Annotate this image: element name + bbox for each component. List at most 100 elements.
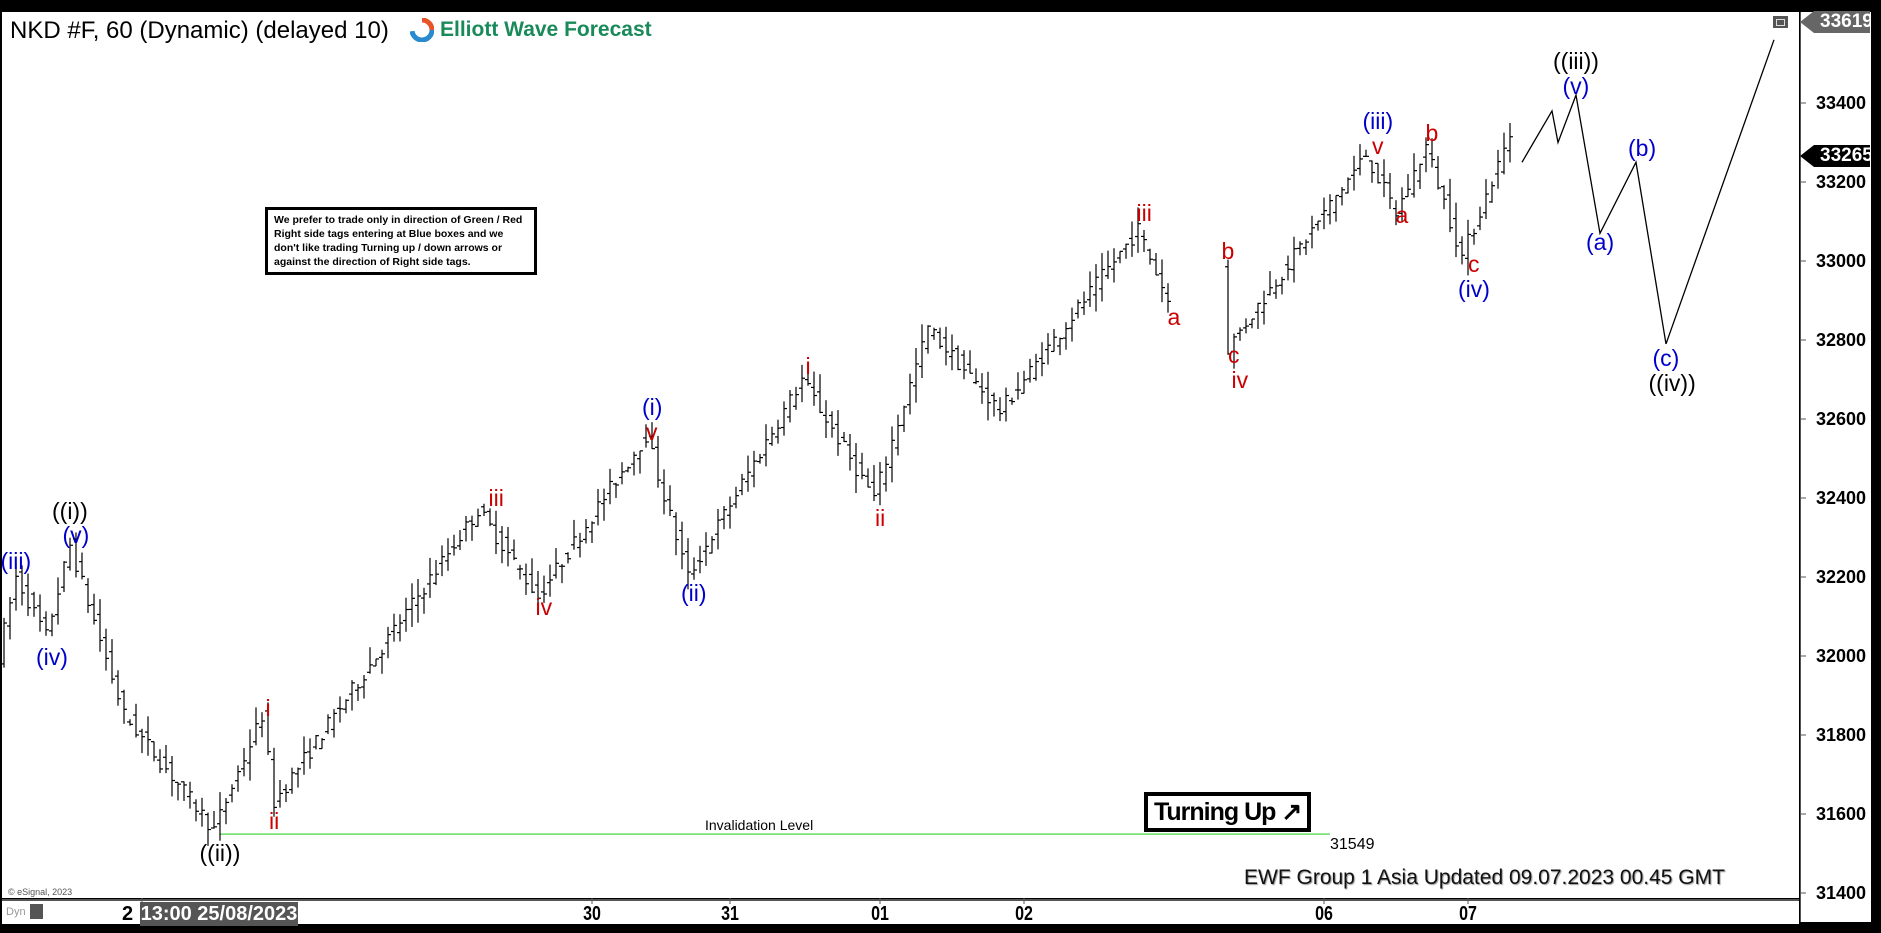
price-bar (625, 466, 631, 473)
price-bar (505, 526, 511, 567)
price-bar (403, 597, 409, 632)
restore-window-icon[interactable] (1773, 16, 1788, 28)
price-bar (565, 552, 571, 564)
price-bar (337, 696, 343, 723)
price-bar (445, 538, 451, 571)
price-bar (1033, 353, 1039, 381)
price-bar (769, 426, 775, 446)
price-bar (583, 519, 589, 544)
price-bar (523, 563, 529, 595)
price-bar (1309, 215, 1315, 249)
price-bar (1051, 328, 1057, 353)
price-bar (1357, 144, 1363, 176)
price-bar (247, 729, 253, 781)
price-bar (745, 455, 751, 492)
time-axis[interactable] (2, 899, 1799, 924)
price-bar (1333, 194, 1339, 222)
price-bar (1027, 358, 1033, 383)
price-bar (1363, 149, 1369, 157)
price-bar (1237, 327, 1243, 341)
price-bar (1111, 248, 1117, 283)
cursor-date-label: 13:00 25/08/2023 (140, 902, 298, 926)
wave-label: (v) (1562, 72, 1590, 99)
price-bar (1147, 248, 1153, 265)
price-bar (517, 564, 523, 580)
price-bar (349, 680, 355, 711)
price-bar (25, 573, 31, 617)
price-bar (1153, 252, 1159, 276)
wave-label: i (265, 694, 271, 721)
price-bar (175, 781, 181, 801)
x-tick-label: 30 (583, 903, 601, 925)
price-bar (205, 812, 211, 846)
price-bar (481, 503, 487, 517)
price-bar (709, 536, 715, 554)
price-bar (955, 345, 961, 371)
price-bar (763, 424, 769, 467)
wave-label: iii (488, 484, 504, 511)
price-bar (787, 390, 793, 423)
wave-label: (b) (1628, 135, 1657, 162)
price-bar (217, 792, 223, 841)
price-bar (781, 401, 787, 436)
price-bar (1165, 283, 1171, 313)
price-bar (673, 512, 679, 556)
price-bar (895, 414, 901, 456)
price-bar (613, 482, 619, 498)
price-bar (1, 617, 7, 668)
price-bar (499, 526, 505, 564)
wave-label: iv (535, 594, 553, 621)
price-bar (133, 703, 139, 738)
price-bar (1249, 318, 1255, 329)
wave-label: iii (1136, 200, 1152, 227)
price-bar (1327, 194, 1333, 225)
dyn-toggle-icon[interactable] (30, 904, 43, 919)
price-bar (1261, 290, 1267, 325)
price-bar (265, 702, 271, 755)
price-bar (931, 327, 937, 340)
price-bar (253, 707, 259, 746)
price-bar (829, 411, 835, 438)
wave-label: ii (269, 807, 280, 834)
price-bar (1159, 259, 1165, 303)
price-bar (853, 443, 859, 493)
y-tick-label: 32800 (1816, 330, 1867, 350)
price-bar (1267, 271, 1273, 296)
price-bar (277, 779, 283, 808)
price-bar (649, 422, 655, 450)
y-tick-label: 32600 (1816, 409, 1867, 429)
price-bar (319, 738, 325, 750)
chart-area[interactable] (2, 12, 1799, 898)
price-bar (937, 327, 943, 349)
price-bar (487, 508, 493, 527)
price-bar (739, 473, 745, 496)
price-bar (919, 324, 925, 379)
wave-label: c (1468, 251, 1480, 278)
wave-label: a (1167, 303, 1181, 330)
price-bar (307, 738, 313, 769)
wave-label: (ii) (681, 580, 707, 607)
price-bar (121, 689, 127, 724)
brand-name: Elliott Wave Forecast (440, 18, 652, 41)
price-bar (655, 435, 661, 488)
price-bar (1093, 264, 1099, 312)
wave-label: i (805, 353, 811, 380)
wave-label: iv (1231, 366, 1249, 393)
wave-label: (i) (642, 394, 663, 421)
price-bar (571, 519, 577, 550)
price-bar (535, 570, 541, 610)
price-bar (127, 719, 133, 726)
price-bar (97, 599, 103, 652)
price-bar (667, 485, 673, 517)
turning-label: Turning Up (1154, 798, 1276, 826)
price-bar (865, 468, 871, 488)
price-bar (1135, 207, 1141, 253)
price-bar (1339, 187, 1345, 206)
price-bar (145, 716, 151, 756)
price-bar (457, 530, 463, 551)
price-bar (397, 614, 403, 642)
price-bar (733, 486, 739, 509)
price-bar (805, 367, 811, 386)
price-bar (1105, 250, 1111, 279)
